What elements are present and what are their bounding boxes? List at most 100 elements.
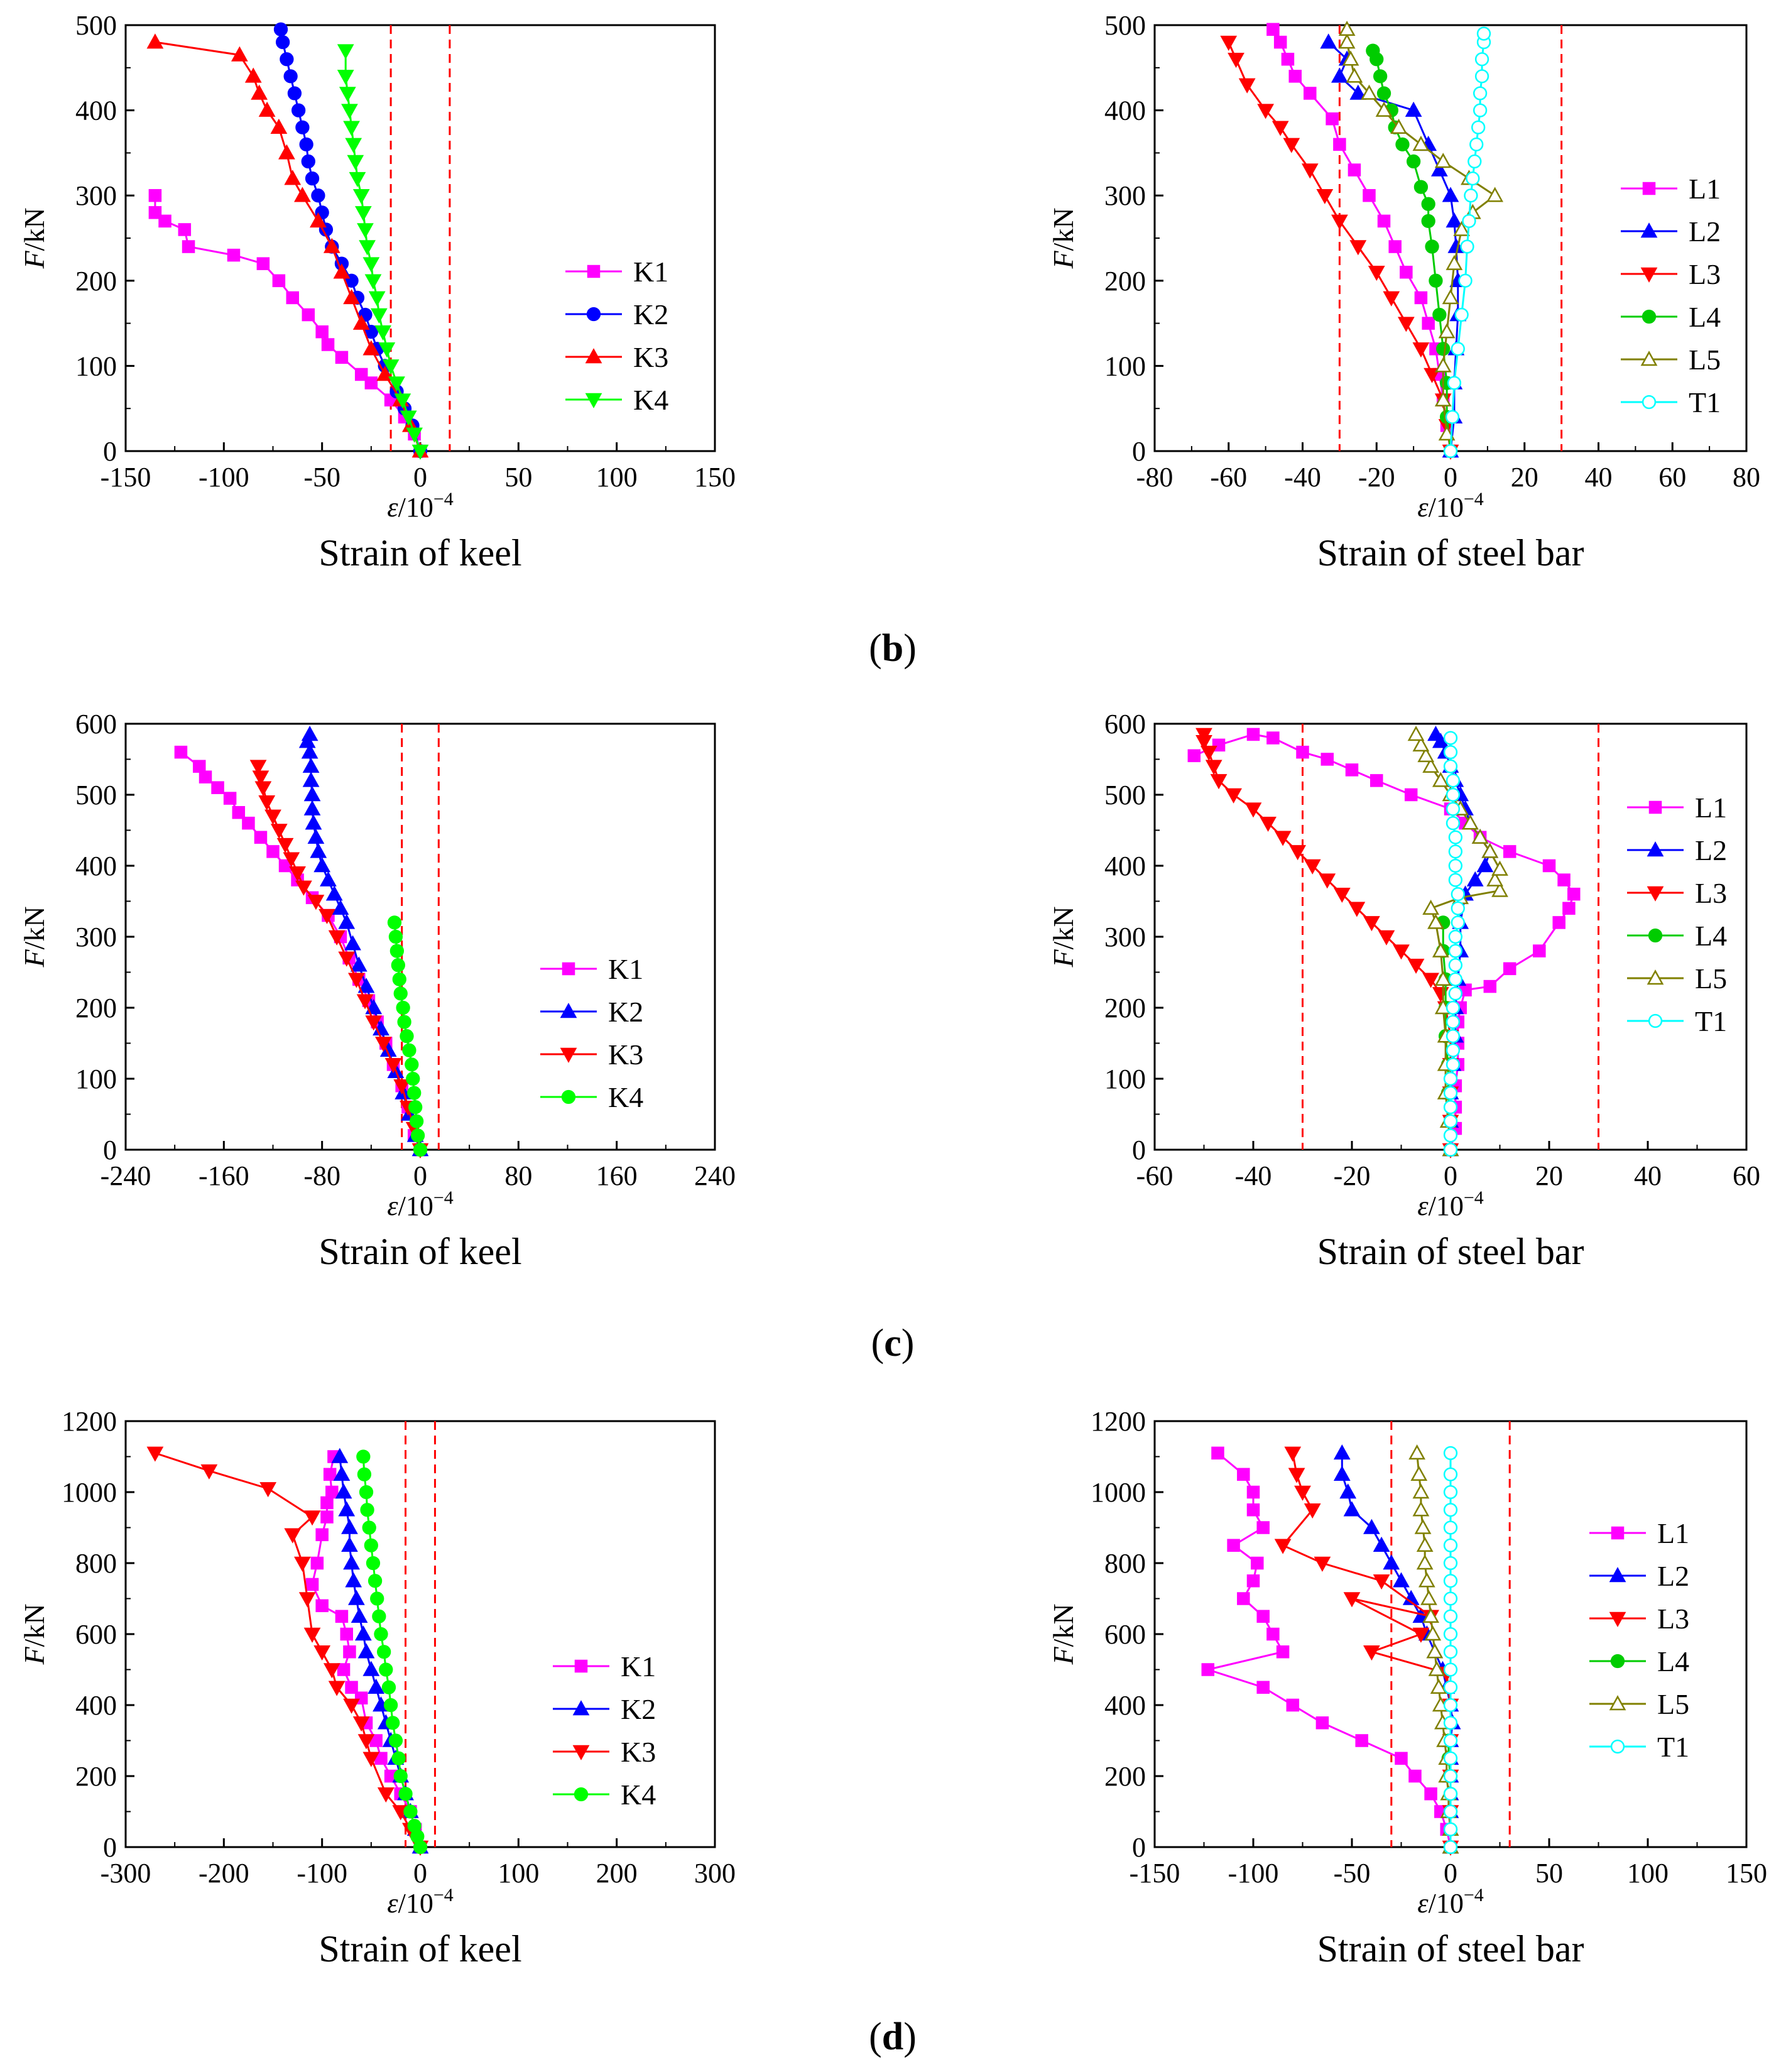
y-tick-label: 1000: [1091, 1477, 1146, 1508]
legend-marker: [1647, 886, 1664, 902]
legend-item-t1: T1: [1621, 386, 1721, 418]
data-point: [1443, 1662, 1458, 1677]
y-tick-label: 200: [75, 266, 117, 297]
data-point: [1316, 188, 1334, 205]
y-tick-label: 500: [75, 780, 117, 810]
legend-label: K4: [608, 1081, 643, 1113]
data-point: [325, 885, 343, 901]
legend-marker: [1642, 395, 1657, 410]
y-tick-label: 1200: [62, 1406, 117, 1437]
data-point: [335, 351, 349, 364]
series-t1: [1443, 26, 1491, 459]
data-point: [1491, 860, 1508, 876]
data-point: [406, 427, 423, 443]
data-point: [1424, 1787, 1437, 1801]
legend-item-k2: K2: [553, 1693, 656, 1725]
data-point: [1260, 816, 1277, 832]
x-tick-label: -60: [1210, 462, 1247, 493]
x-axis-label-var: ε: [1417, 1888, 1429, 1919]
y-tick-label: 0: [1132, 1832, 1146, 1863]
legend-marker: [1611, 1526, 1625, 1540]
legend-item-l3: L3: [1627, 877, 1727, 909]
y-axis-label-unit: /kN: [1047, 207, 1079, 251]
data-point: [1451, 342, 1465, 356]
data-point: [341, 1536, 358, 1552]
x-tick-label: 150: [694, 462, 736, 493]
data-point: [397, 1015, 411, 1029]
chart-d-keel: -300 -200 -100 0 100 200 300 0 200 400 600 800 1000 1…: [18, 1406, 736, 1970]
data-point: [1557, 873, 1571, 886]
data-point: [364, 1538, 378, 1552]
legend-label: K1: [608, 953, 643, 985]
data-point: [352, 188, 370, 205]
y-tick-label: 600: [1104, 709, 1146, 739]
data-point: [1363, 188, 1376, 202]
data-point: [1416, 1554, 1434, 1570]
data-point: [1443, 1100, 1458, 1115]
y-tick-label: 0: [1132, 436, 1146, 467]
legend-marker: [1640, 351, 1658, 366]
legend-label: K1: [633, 256, 668, 288]
y-tick-label: 800: [75, 1548, 117, 1579]
data-point: [1443, 759, 1458, 773]
data-point: [325, 1485, 339, 1499]
data-point: [146, 1446, 164, 1462]
data-point: [1446, 802, 1461, 816]
x-tick-label: 40: [1585, 462, 1613, 493]
data-point: [302, 308, 315, 322]
data-point: [333, 1465, 351, 1481]
data-point: [1404, 788, 1418, 802]
y-axis-label-var: F: [18, 1647, 50, 1666]
data-point: [354, 206, 372, 222]
data-point: [305, 814, 322, 830]
legend-item-k3: K3: [553, 1736, 656, 1768]
x-axis-label-unit: /10: [1429, 1191, 1464, 1221]
y-axis-label-unit: /kN: [1047, 906, 1079, 949]
data-point: [1338, 20, 1356, 36]
data-point: [1195, 728, 1212, 743]
data-point: [391, 1751, 406, 1765]
legend-marker: [1647, 841, 1664, 857]
x-axis-label-var: ε: [1417, 492, 1429, 523]
data-point: [1343, 1592, 1361, 1608]
data-point: [406, 1071, 420, 1086]
legend: K1 K2 K3 K4: [565, 256, 668, 416]
data-point: [286, 291, 300, 305]
data-point: [302, 757, 320, 773]
data-point: [1426, 1643, 1444, 1659]
legend-marker: [1610, 1739, 1625, 1754]
y-axis-label: F/kN: [1047, 1603, 1079, 1665]
data-point: [1402, 1589, 1420, 1605]
data-point: [379, 1662, 393, 1677]
y-tick-label: 300: [75, 180, 117, 211]
x-tick-label: 240: [694, 1160, 736, 1191]
data-point: [227, 248, 241, 262]
y-tick-label: 400: [75, 95, 117, 126]
y-axis-label-var: F: [1047, 251, 1079, 270]
legend-item-l4: L4: [1627, 920, 1727, 952]
data-point: [1320, 33, 1337, 49]
data-point: [1418, 1572, 1435, 1588]
x-axis-label-var: ε: [1417, 1191, 1429, 1221]
data-point: [1443, 1520, 1458, 1535]
data-point: [1416, 1536, 1434, 1552]
data-point: [1408, 1769, 1422, 1783]
legend-marker: [574, 1787, 589, 1802]
x-tick-label: -150: [101, 462, 151, 493]
data-point: [1443, 1503, 1458, 1517]
data-point: [178, 223, 192, 236]
y-tick-label: 1200: [1091, 1406, 1146, 1437]
data-point: [1443, 1627, 1458, 1642]
data-point: [310, 212, 327, 228]
data-point: [1462, 214, 1476, 229]
data-point: [1395, 137, 1410, 151]
data-point: [1533, 944, 1546, 957]
chart-c-keel: -240 -160 -80 0 80 160 240 0 100 200 300 400 500 600 F…: [18, 709, 736, 1272]
data-point: [1361, 84, 1378, 100]
series-k4: [337, 44, 429, 460]
data-point: [400, 1029, 414, 1044]
data-point: [1434, 391, 1452, 406]
y-axis-label-unit: /kN: [18, 906, 50, 949]
data-point: [1373, 1574, 1390, 1590]
